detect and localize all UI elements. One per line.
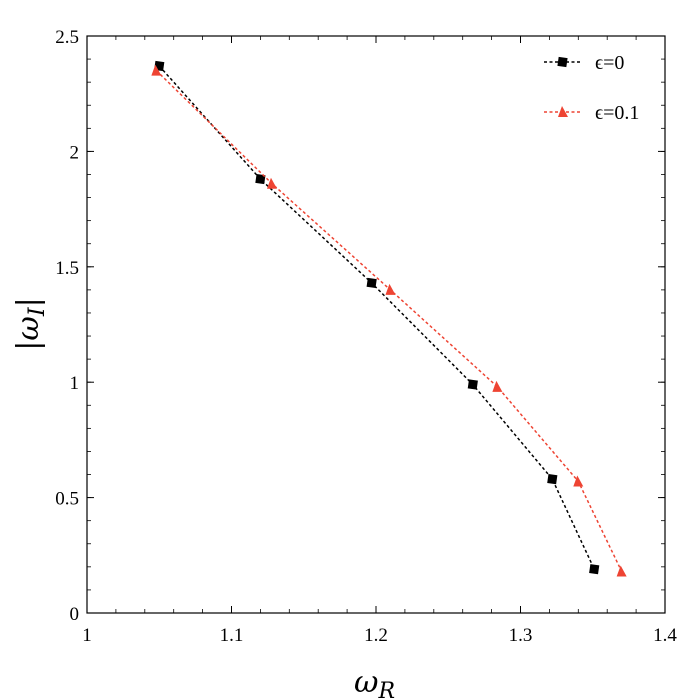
svg-text:|ωI|: |ωI| (11, 297, 50, 350)
series-line-1 (155, 70, 623, 572)
data-point-series-1 (151, 64, 162, 76)
y-axis-label-sub: I (25, 306, 50, 317)
y-tick-label: 2 (70, 142, 80, 163)
data-point-series-0 (467, 379, 478, 390)
legend-label-series-0: ϵ=0 (595, 52, 624, 74)
series-line-0 (158, 65, 595, 570)
y-tick-label: 2.5 (55, 27, 79, 48)
x-tick-label: 1.2 (364, 625, 388, 646)
data-point-series-0 (547, 474, 558, 485)
data-point-series-0 (589, 564, 600, 575)
data-point-series-1 (385, 283, 396, 295)
x-axis-label-main: ω (354, 665, 378, 699)
plot-frame (86, 35, 666, 614)
y-tick-label: 1 (70, 373, 80, 394)
data-point-series-0 (366, 277, 377, 289)
y-axis-label-bar-right: | (11, 297, 46, 307)
legend: ϵ=0 ϵ=0.1 (544, 52, 639, 124)
y-axis-label-bar-left: | (11, 341, 46, 351)
data-point-series-1 (266, 177, 277, 189)
data-point-series-1 (492, 380, 503, 392)
x-axis-label: ωR (354, 665, 395, 699)
y-axis-label-main: ω (11, 316, 46, 340)
data-point-series-0 (255, 174, 266, 185)
y-tick-label: 1.5 (55, 258, 79, 279)
data-point-series-1 (616, 565, 627, 577)
x-tick-label: 1.3 (509, 625, 533, 646)
y-tick-label: 0.5 (55, 489, 79, 510)
legend-label-series-1: ϵ=0.1 (595, 102, 639, 124)
series-1 (151, 64, 627, 577)
x-tick-label: 1.1 (220, 625, 244, 646)
x-tick-label: 1 (82, 625, 92, 646)
x-tick-label: 1.4 (653, 625, 677, 646)
ticks: 1 1.1 1.2 1.3 1.4 0 0.5 1 1.5 2 2.5 (55, 27, 677, 646)
legend-marker-series-0 (557, 56, 568, 68)
y-axis-label: |ωI| (11, 297, 50, 350)
data-point-series-1 (573, 475, 584, 487)
series-0 (154, 60, 600, 575)
x-axis-label-sub: R (377, 679, 395, 699)
legend-marker-series-1 (558, 106, 568, 117)
series-layer (151, 60, 627, 577)
y-tick-label: 0 (70, 604, 80, 625)
